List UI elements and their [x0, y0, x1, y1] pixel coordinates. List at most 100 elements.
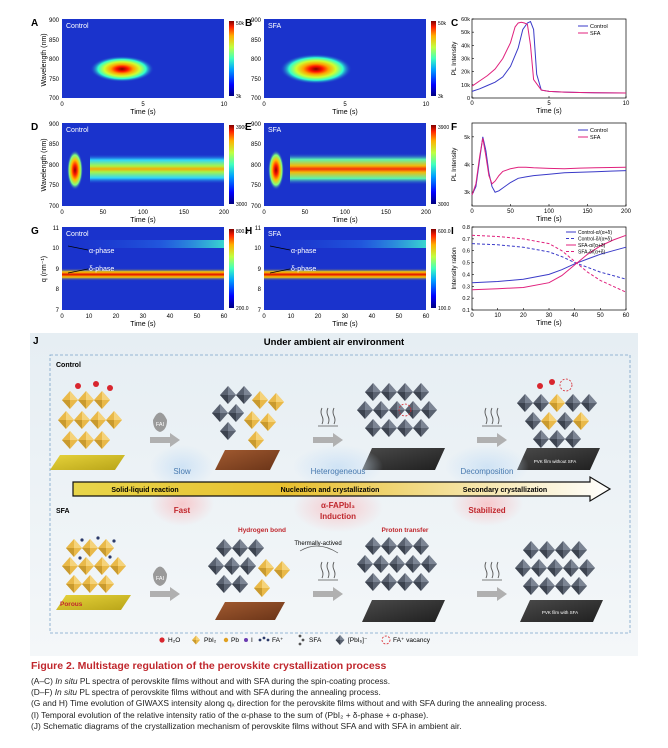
y-tick-label: 0.8: [462, 225, 470, 231]
svg-text:30: 30: [342, 314, 349, 320]
caption-line: (D–F) In situ PL spectra of perovskite f…: [31, 687, 381, 698]
panel-letter: F: [451, 122, 457, 133]
svg-text:10: 10: [221, 102, 228, 108]
svg-text:11: 11: [255, 226, 262, 232]
svg-text:5: 5: [141, 102, 145, 108]
x-axis-label: Time (s): [332, 321, 357, 328]
y-ticks: 900 850 800 750 700: [49, 122, 60, 210]
slow-label: Slow: [173, 467, 191, 476]
y-axis-label: Intensity ration: [451, 247, 458, 290]
heatmap-area: [62, 19, 224, 98]
sample-label: Control: [66, 231, 89, 238]
series-line: [471, 21, 627, 94]
x-axis-label: Time (s): [536, 320, 561, 327]
svg-text:FAI: FAI: [156, 422, 165, 428]
svg-text:5: 5: [343, 102, 347, 108]
svg-text:700: 700: [49, 96, 60, 102]
x-tick-label: 40: [571, 313, 578, 319]
svg-text:FAI: FAI: [156, 576, 165, 582]
colorbar-max: 600.0: [438, 229, 451, 235]
delta-band: [62, 268, 224, 281]
legend-entry: Control: [590, 128, 608, 134]
series-line: [471, 234, 627, 293]
control-pbi2-layers: [50, 391, 125, 470]
stage-3-label: Secondary crystallization: [463, 487, 547, 494]
svg-text:PVK film without SFA: PVK film without SFA: [534, 459, 577, 464]
panel-g: G Control α-phase δ-phase q (nm⁻¹) 11 10…: [31, 226, 249, 328]
panel-i: I 0 10 20 30 40 50 60 0.1 0.2 0.3 0.4 0.5 0.6 0.7 0.8 T…: [451, 225, 630, 327]
caption-line: (G and H) Time evolution of GIWAXS inten…: [31, 698, 547, 709]
series-line: [471, 234, 627, 291]
heatmap-area: [264, 19, 426, 98]
panel-letter: H: [245, 226, 252, 237]
caption-line: (A–C) In situ PL spectra of perovskite f…: [31, 676, 391, 686]
colorbar: [229, 21, 234, 96]
x-tick-label: 50: [597, 313, 604, 319]
svg-text:200: 200: [219, 210, 230, 216]
svg-text:0: 0: [262, 314, 266, 320]
legend-entry: SFA-δ/(α+δ): [578, 250, 606, 256]
svg-text:850: 850: [49, 142, 60, 148]
svg-text:FA⁺ vacancy: FA⁺ vacancy: [393, 637, 431, 644]
plot-frame: [471, 226, 627, 311]
x-ticks: 0 50 100 150 200: [262, 210, 431, 216]
legend-entry: SFA-α/(α+δ): [578, 243, 606, 249]
svg-text:150: 150: [179, 210, 190, 216]
svg-text:150: 150: [381, 210, 392, 216]
svg-text:11: 11: [53, 226, 60, 232]
y-ticks: 11 10 9 8 7: [254, 226, 261, 314]
svg-text:10: 10: [86, 314, 93, 320]
porous-label: Porous: [60, 601, 83, 608]
heat-icon: [318, 407, 338, 427]
y-ticks: 11 10 9 8 7: [52, 226, 59, 314]
svg-text:0: 0: [262, 210, 266, 216]
svg-text:10: 10: [423, 102, 430, 108]
schematic-frame: [49, 354, 631, 634]
svg-text:H₂O: H₂O: [168, 637, 180, 644]
sfa-stable-structure: PVK film with SFA: [515, 541, 603, 622]
schematic-legend: H₂O PbI₂ Pb I FA⁺ SFA [PbI₆]⁻ FA⁺ vacanc…: [159, 634, 431, 646]
decomposition-label: Decomposition: [461, 467, 514, 476]
heterogeneous-label: Heterogeneous: [311, 467, 366, 476]
svg-text:900: 900: [251, 122, 262, 128]
svg-text:0: 0: [60, 314, 64, 320]
colorbar-min: 3k: [438, 94, 444, 100]
y-tick-label: 0.7: [462, 237, 470, 243]
legend-entry: SFA: [590, 31, 601, 37]
heat-icon: [318, 561, 338, 581]
x-tick-label: 30: [546, 313, 553, 319]
control-intermediate-structure: [212, 386, 284, 470]
y-axis-label: Wavelength (nm): [41, 33, 48, 86]
chart-c: 0 5 10 0 10k 20k 30k 40k 50k 60k Time (s) PL Intens…: [451, 17, 630, 115]
panel-d: D Control Wavelength (nm) 900 850 800 75…: [31, 122, 247, 224]
y-tick-label: 20k: [461, 70, 470, 76]
delta-pointer: [67, 268, 89, 274]
thermally-label: Thermally-actived: [294, 541, 341, 547]
svg-text:750: 750: [251, 183, 262, 189]
alpha-band: [264, 240, 426, 248]
panel-e: E SFA 900 850 800 750 700 0 50 100 150 2…: [245, 122, 449, 224]
svg-text:800: 800: [251, 57, 262, 63]
svg-text:9: 9: [56, 267, 60, 273]
x-tick-label: 60: [623, 313, 630, 319]
y-axis-label: Wavelength (nm): [41, 138, 48, 191]
panel-letter: G: [31, 226, 39, 237]
y-tick-label: 30k: [461, 57, 470, 63]
y-tick-label: 5k: [464, 135, 470, 141]
sample-label: SFA: [268, 23, 282, 30]
y-tick-label: 4k: [464, 163, 470, 169]
x-tick-label: 200: [621, 209, 632, 215]
chart-i: 0 10 20 30 40 50 60 0.1 0.2 0.3 0.4 0.5 0.6 0.7 0.8 Tim…: [451, 225, 630, 327]
svg-text:50: 50: [100, 210, 107, 216]
control-row-label: Control: [56, 362, 81, 369]
x-tick-label: 5: [547, 101, 551, 107]
svg-text:850: 850: [251, 142, 262, 148]
svg-text:800: 800: [49, 57, 60, 63]
plot-frame: [471, 122, 627, 207]
panel-letter: I: [451, 226, 454, 237]
x-axis-label: Time (s): [536, 108, 561, 115]
svg-text:I: I: [251, 637, 253, 644]
legend-entry: Control-α/(α+δ): [578, 230, 612, 236]
svg-text:50: 50: [396, 314, 403, 320]
x-tick-label: 10: [494, 313, 501, 319]
